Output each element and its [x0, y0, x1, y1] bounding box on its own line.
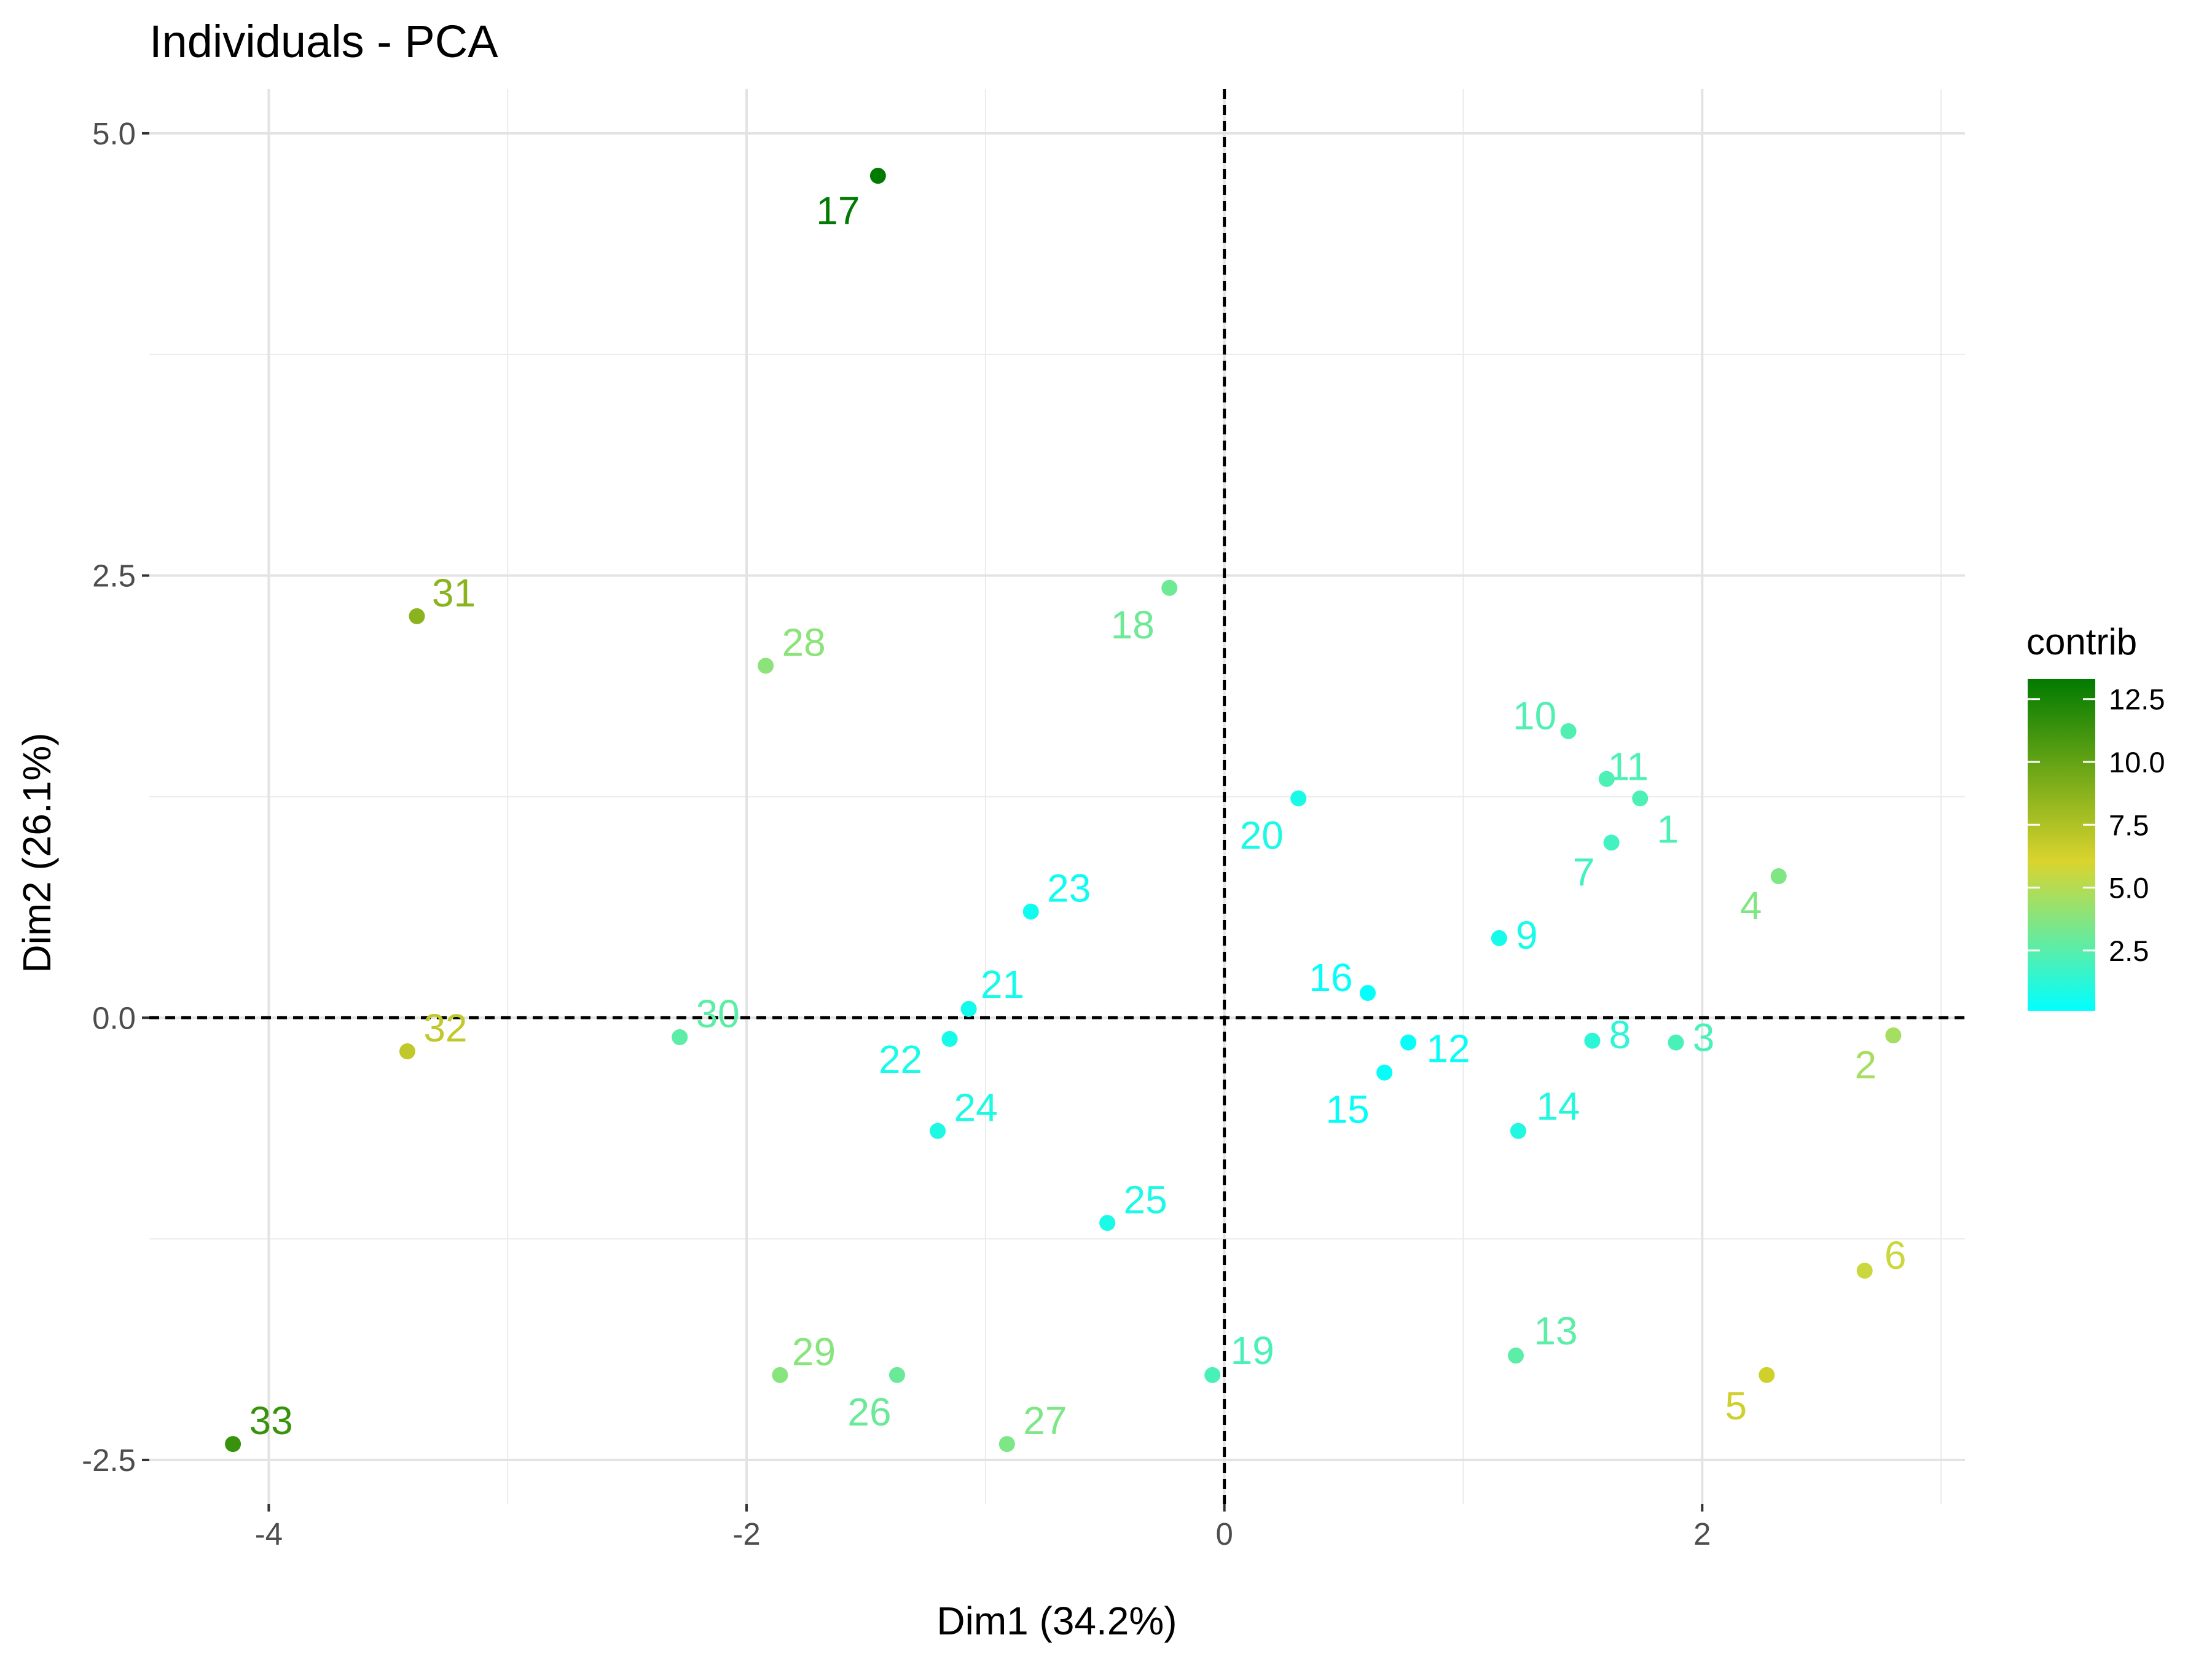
data-label-14: 14 [1536, 1084, 1580, 1129]
data-point-9 [1491, 930, 1507, 946]
data-label-9: 9 [1516, 913, 1538, 957]
data-label-7: 7 [1573, 850, 1595, 894]
y-tick-label: 2.5 [92, 559, 136, 594]
data-point-20 [1290, 790, 1307, 807]
legend-colorbar [2028, 679, 2095, 1011]
data-label-4: 4 [1740, 884, 1762, 928]
data-point-15 [1376, 1064, 1393, 1081]
data-label-31: 31 [432, 571, 476, 615]
data-point-33 [225, 1436, 241, 1453]
data-point-32 [399, 1043, 415, 1060]
data-points [225, 168, 1902, 1453]
data-label-20: 20 [1240, 813, 1284, 857]
data-point-3 [1668, 1034, 1684, 1051]
data-point-26 [888, 1367, 905, 1383]
x-tick-label: -4 [255, 1516, 283, 1551]
data-point-14 [1510, 1123, 1526, 1139]
data-point-24 [930, 1123, 946, 1139]
y-tick-label: 0.0 [92, 1000, 136, 1035]
data-label-28: 28 [782, 620, 826, 664]
reference-lines [149, 89, 1965, 1504]
point-labels: 1234567891011121314151617181920212223242… [249, 189, 1906, 1443]
data-label-19: 19 [1231, 1328, 1274, 1373]
data-label-1: 1 [1657, 807, 1679, 851]
y-axis-title: Dim2 (26.1%) [15, 732, 59, 973]
data-label-33: 33 [249, 1398, 292, 1443]
legend-ticks: 2.5 5.0 7.5 10.0 12.5 [2028, 683, 2165, 967]
legend-title: contrib [2026, 621, 2137, 662]
data-label-30: 30 [696, 992, 740, 1036]
data-point-7 [1603, 834, 1620, 851]
y-tick-label: -2.5 [82, 1443, 136, 1478]
data-label-21: 21 [981, 962, 1024, 1006]
legend-tick-label: 2.5 [2109, 935, 2149, 967]
data-label-26: 26 [847, 1390, 891, 1434]
data-point-27 [998, 1436, 1015, 1453]
data-label-29: 29 [792, 1330, 836, 1374]
legend: contrib 2.5 5.0 7.5 10.0 12.5 [2026, 621, 2165, 1011]
data-point-1 [1632, 790, 1649, 807]
data-label-15: 15 [1326, 1088, 1370, 1132]
legend-tick-label: 5.0 [2109, 872, 2149, 904]
data-label-5: 5 [1725, 1384, 1747, 1428]
data-point-28 [758, 657, 774, 674]
data-label-6: 6 [1885, 1233, 1907, 1277]
data-point-19 [1204, 1367, 1221, 1383]
data-point-17 [869, 168, 886, 184]
data-point-12 [1400, 1034, 1417, 1051]
data-point-21 [960, 1000, 977, 1017]
data-label-17: 17 [816, 189, 860, 233]
data-point-4 [1770, 868, 1787, 885]
data-point-13 [1508, 1347, 1524, 1364]
data-point-2 [1885, 1027, 1902, 1044]
data-label-12: 12 [1426, 1027, 1470, 1071]
data-point-8 [1584, 1032, 1601, 1049]
x-tick-label: 2 [1693, 1516, 1711, 1551]
data-point-6 [1856, 1263, 1873, 1279]
data-label-16: 16 [1309, 955, 1352, 1000]
data-label-11: 11 [1608, 745, 1649, 789]
data-point-16 [1359, 985, 1376, 1002]
data-point-18 [1161, 579, 1178, 596]
data-label-32: 32 [423, 1006, 467, 1050]
data-label-27: 27 [1023, 1398, 1067, 1443]
data-label-22: 22 [879, 1037, 922, 1081]
data-label-25: 25 [1124, 1177, 1167, 1222]
x-tick-label: -2 [732, 1516, 760, 1551]
data-point-22 [941, 1030, 958, 1047]
legend-tick-label: 7.5 [2109, 809, 2149, 841]
legend-tick-label: 12.5 [2109, 683, 2165, 716]
data-label-2: 2 [1855, 1043, 1877, 1087]
data-point-11 [1598, 771, 1615, 787]
legend-tick-label: 10.0 [2109, 746, 2165, 779]
data-label-24: 24 [954, 1086, 997, 1130]
data-point-31 [409, 608, 425, 624]
data-point-5 [1759, 1367, 1775, 1383]
data-label-8: 8 [1609, 1013, 1631, 1057]
chart-title: Individuals - PCA [149, 16, 498, 67]
data-point-30 [672, 1029, 688, 1046]
data-point-10 [1560, 723, 1577, 739]
data-point-25 [1099, 1215, 1116, 1231]
x-axis-title: Dim1 (34.2%) [936, 1599, 1177, 1643]
data-label-10: 10 [1513, 694, 1556, 738]
y-tick-label: 5.0 [92, 116, 136, 151]
axis-ticks: -4 -2 0 2 -2.5 0.0 2.5 5.0 [82, 116, 1711, 1551]
data-label-18: 18 [1111, 603, 1155, 647]
data-label-13: 13 [1534, 1309, 1577, 1353]
x-tick-label: 0 [1215, 1516, 1233, 1551]
data-label-23: 23 [1047, 866, 1091, 911]
data-point-29 [772, 1367, 788, 1383]
data-point-23 [1022, 903, 1039, 920]
data-label-3: 3 [1693, 1016, 1715, 1060]
